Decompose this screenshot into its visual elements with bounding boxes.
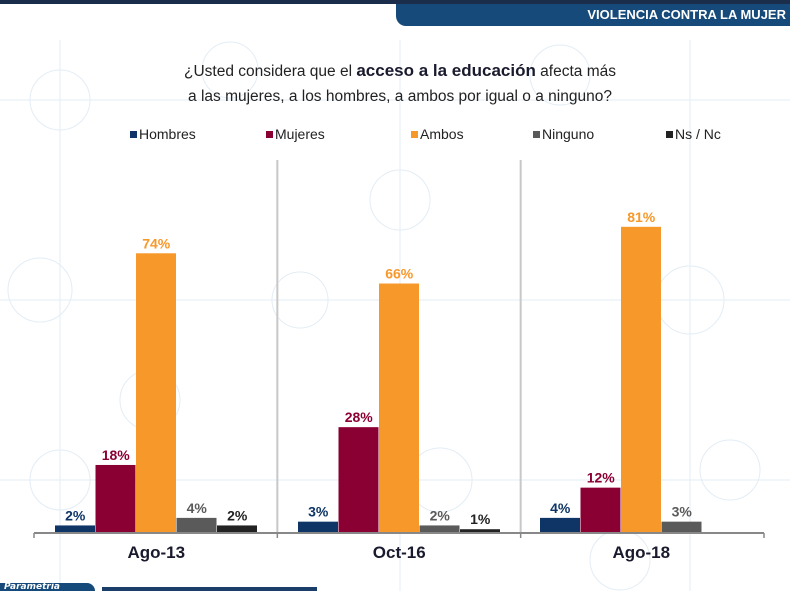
legend-label-ambos: Ambos — [420, 126, 464, 142]
legend-swatch-ninguno — [533, 131, 540, 138]
bar-hombres-oct-16 — [298, 521, 338, 533]
data-label-nsnc: 1% — [470, 511, 491, 527]
x-tick-label: Oct-16 — [373, 543, 426, 562]
data-label-ninguno: 2% — [430, 507, 451, 523]
bar-hombres-ago-18 — [540, 517, 580, 533]
legend-item-nsnc: Ns / Nc — [666, 126, 721, 142]
data-label-ambos: 81% — [627, 209, 656, 225]
data-label-hombres: 2% — [65, 507, 86, 523]
legend-label-nsnc: Ns / Nc — [675, 126, 721, 142]
legend-swatch-ambos — [411, 131, 418, 138]
data-label-nsnc: 2% — [227, 507, 248, 523]
legend-item-ninguno: Ninguno — [533, 126, 594, 142]
bar-mujeres-ago-13 — [95, 464, 136, 533]
data-label-hombres: 4% — [550, 500, 571, 516]
question-part1: ¿Usted considera que el — [184, 63, 357, 80]
chart-question: ¿Usted considera que el acceso a la educ… — [100, 58, 700, 109]
bar-ambos-ago-18 — [621, 226, 661, 533]
footer-brand-tab: Parametría — [0, 583, 95, 591]
legend-item-mujeres: Mujeres — [266, 126, 325, 142]
bar-ambos-ago-13 — [136, 253, 176, 533]
legend-swatch-nsnc — [666, 131, 673, 138]
bar-nsnc-oct-16 — [460, 529, 500, 533]
legend-item-ambos: Ambos — [411, 126, 464, 142]
legend-label-ninguno: Ninguno — [542, 126, 595, 142]
legend-item-hombres: Hombres — [130, 126, 196, 142]
data-label-mujeres: 18% — [102, 447, 131, 463]
footer-brand: Parametría — [4, 583, 60, 591]
bar-mujeres-ago-18 — [580, 487, 621, 533]
bar-nsnc-ago-13 — [217, 525, 257, 533]
legend-label-hombres: Hombres — [139, 126, 196, 142]
legend-label-mujeres: Mujeres — [275, 126, 325, 142]
bar-ninguno-ago-18 — [661, 521, 702, 533]
question-line2: a las mujeres, a los hombres, a ambos po… — [188, 88, 612, 105]
section-title: VIOLENCIA CONTRA LA MUJER — [587, 7, 786, 22]
data-label-ambos: 74% — [142, 235, 171, 251]
bar-ambos-oct-16 — [379, 283, 419, 533]
top-bar — [0, 0, 790, 4]
data-label-hombres: 3% — [308, 504, 329, 520]
chart-legend: Hombres Mujeres Ambos Ninguno Ns / Nc — [0, 126, 790, 146]
data-label-mujeres: 28% — [345, 409, 374, 425]
legend-swatch-hombres — [130, 131, 137, 138]
data-label-ninguno: 3% — [672, 504, 693, 520]
x-tick-label: Ago-18 — [612, 543, 670, 562]
bar-ninguno-ago-13 — [176, 517, 217, 533]
x-tick-label: Ago-13 — [127, 543, 185, 562]
data-label-mujeres: 12% — [587, 470, 616, 486]
legend-swatch-mujeres — [266, 131, 273, 138]
section-banner: VIOLENCIA CONTRA LA MUJER — [396, 4, 790, 26]
question-part2: afecta más — [535, 63, 616, 80]
bar-mujeres-oct-16 — [338, 427, 379, 533]
bar-ninguno-oct-16 — [419, 525, 460, 533]
data-label-ninguno: 4% — [187, 500, 208, 516]
bar-hombres-ago-13 — [55, 525, 95, 533]
footer-bar — [102, 587, 317, 591]
question-bold: acceso a la educación — [356, 61, 536, 80]
data-label-ambos: 66% — [385, 266, 414, 282]
